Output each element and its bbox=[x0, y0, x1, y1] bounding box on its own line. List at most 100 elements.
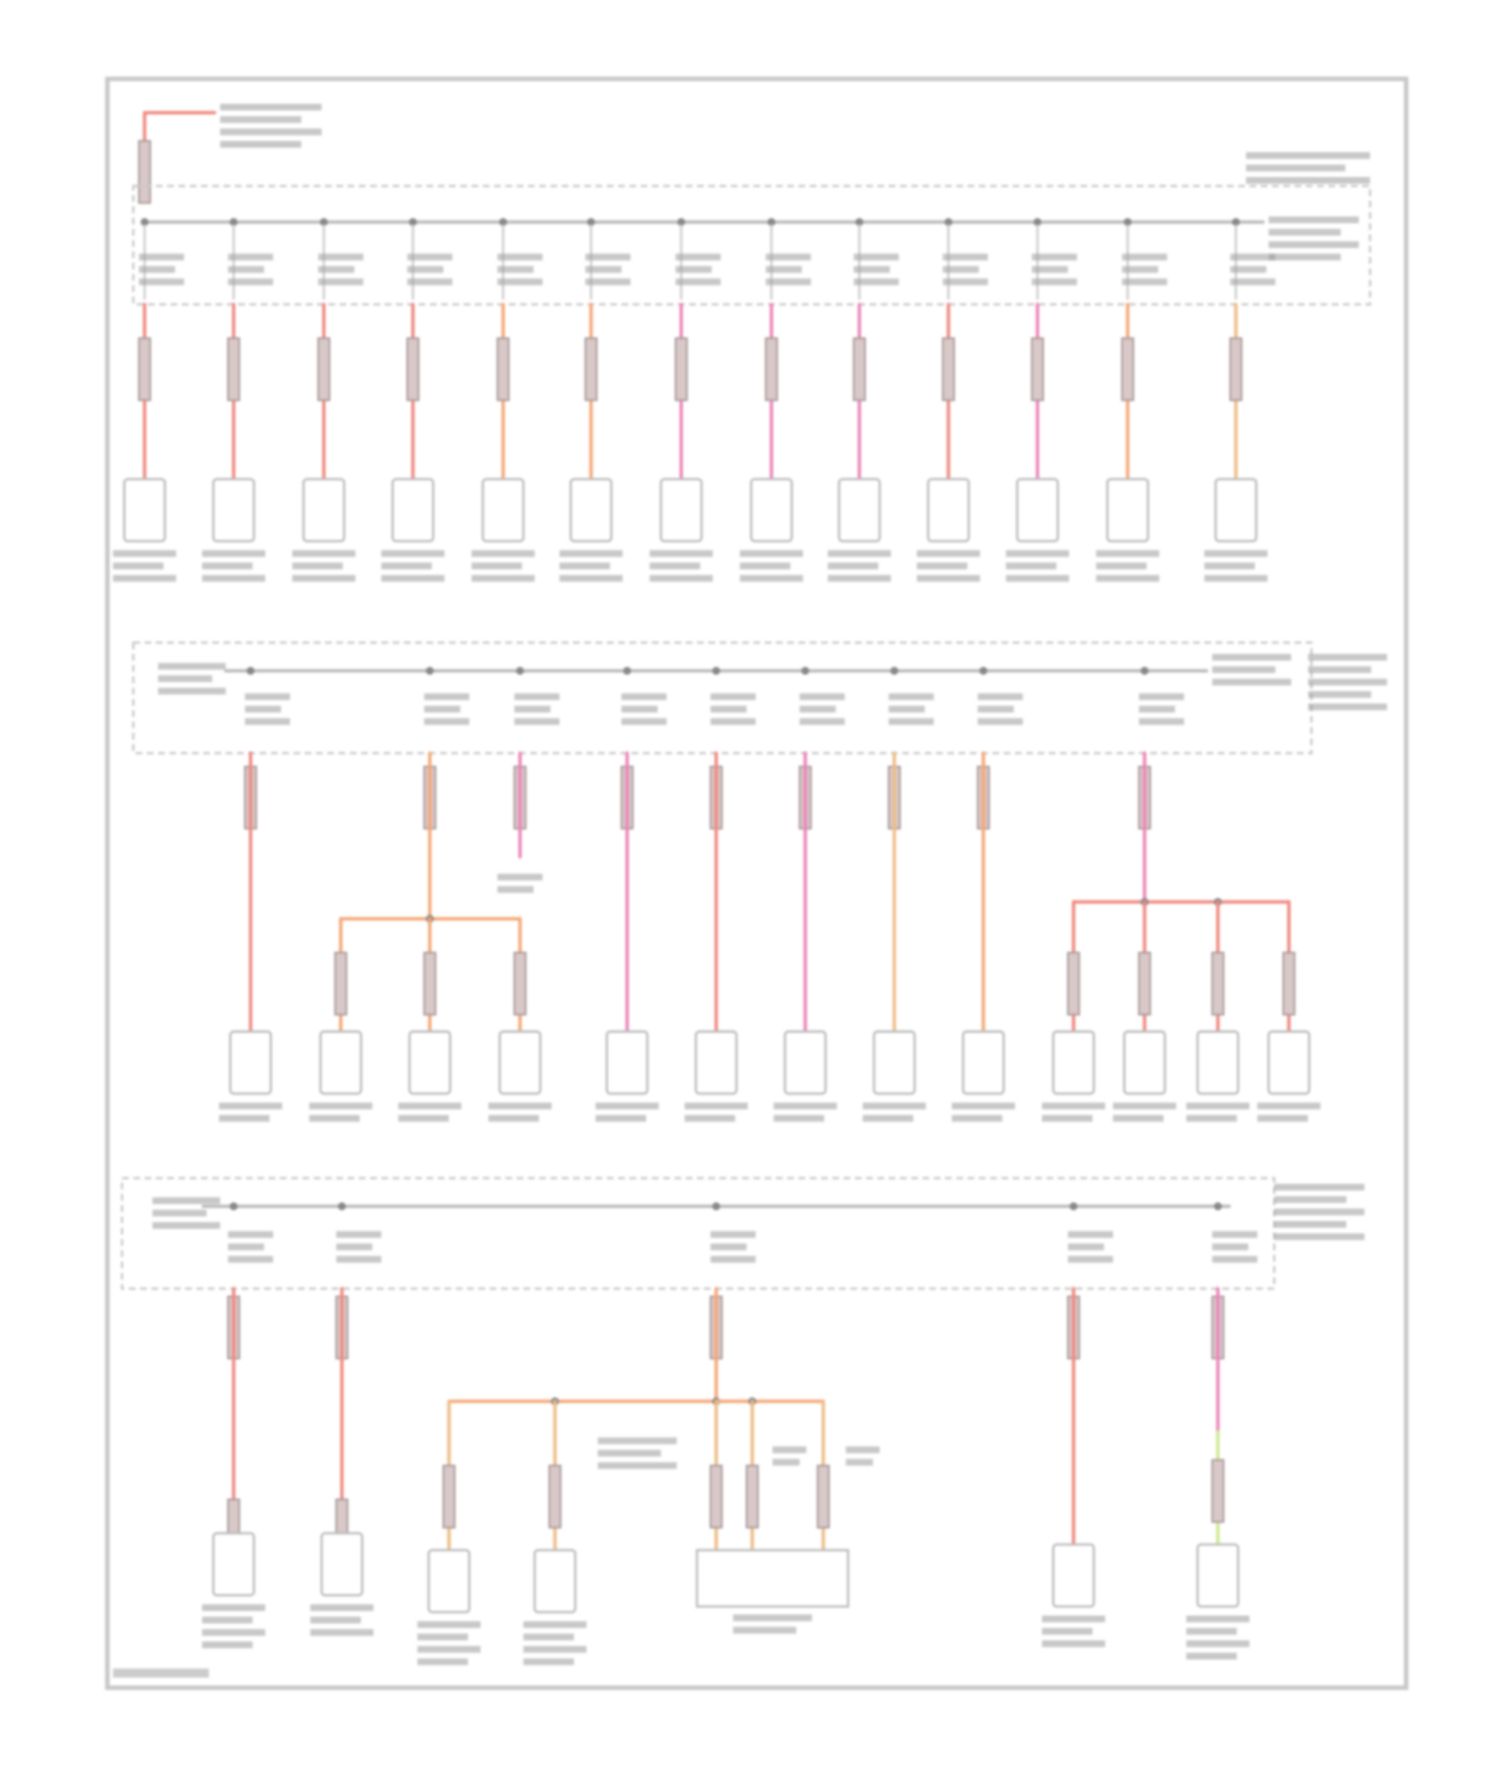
blurred-label bbox=[1212, 1255, 1258, 1263]
component-box bbox=[1106, 478, 1150, 543]
blurred-label bbox=[523, 1658, 574, 1666]
blurred-label bbox=[219, 1114, 270, 1122]
component-box bbox=[695, 1549, 850, 1608]
blurred-label bbox=[1308, 666, 1372, 674]
blurred-label bbox=[827, 562, 879, 570]
blurred-label bbox=[888, 718, 934, 725]
blurred-label bbox=[1005, 550, 1070, 557]
component-box bbox=[319, 1030, 363, 1095]
component-box bbox=[481, 478, 525, 543]
blurred-label bbox=[827, 550, 891, 557]
connector-icon bbox=[764, 337, 778, 402]
blurred-label bbox=[1122, 278, 1168, 286]
splice-dot bbox=[1140, 666, 1149, 675]
splice-dot bbox=[855, 218, 864, 227]
component-box bbox=[320, 1532, 364, 1597]
blurred-label bbox=[417, 1645, 481, 1653]
blurred-label bbox=[684, 1114, 736, 1122]
splice-dot bbox=[229, 1202, 238, 1211]
blurred-label bbox=[417, 1658, 468, 1666]
blurred-label bbox=[1186, 1652, 1237, 1660]
component-box bbox=[1123, 1030, 1167, 1095]
splice-dot bbox=[979, 666, 988, 675]
blurred-label bbox=[916, 550, 980, 557]
blurred-label bbox=[407, 278, 453, 286]
connector-icon bbox=[423, 951, 437, 1016]
blurred-label bbox=[853, 278, 899, 286]
connector-icon bbox=[1211, 951, 1225, 1016]
blurred-label bbox=[710, 1231, 756, 1238]
connector-icon bbox=[1138, 951, 1152, 1016]
blurred-label bbox=[799, 693, 845, 701]
blurred-label bbox=[202, 1641, 253, 1649]
blurred-label bbox=[799, 705, 836, 713]
blurred-label bbox=[1041, 1640, 1106, 1648]
blurred-label bbox=[1096, 562, 1147, 570]
blurred-label bbox=[336, 1231, 382, 1238]
blurred-label bbox=[585, 278, 631, 286]
component-box bbox=[123, 478, 167, 543]
connector-icon bbox=[1211, 1459, 1225, 1523]
blurred-label bbox=[1274, 1208, 1365, 1216]
blurred-label bbox=[113, 550, 177, 557]
blurred-label bbox=[1041, 1627, 1093, 1635]
blurred-label bbox=[916, 562, 968, 570]
blurred-label bbox=[1041, 1102, 1106, 1110]
blurred-label bbox=[559, 562, 610, 570]
blurred-label bbox=[597, 1449, 661, 1457]
blurred-label bbox=[202, 1604, 266, 1612]
connector-icon bbox=[1121, 337, 1135, 402]
component-box bbox=[1016, 478, 1059, 543]
blurred-label bbox=[977, 718, 1023, 725]
blurred-label bbox=[310, 1616, 361, 1624]
blurred-label bbox=[336, 1243, 373, 1251]
blurred-label bbox=[523, 1645, 587, 1653]
blurred-label bbox=[497, 278, 543, 286]
blurred-label bbox=[853, 253, 899, 261]
blurred-label bbox=[407, 253, 453, 261]
blurred-label bbox=[1122, 266, 1159, 273]
page-frame bbox=[105, 76, 1409, 1690]
blurred-label bbox=[158, 687, 226, 695]
blurred-label bbox=[381, 562, 432, 570]
blurred-label bbox=[1268, 216, 1359, 224]
blurred-label bbox=[228, 1243, 265, 1251]
blurred-label bbox=[1122, 253, 1168, 261]
blurred-label bbox=[1274, 1220, 1347, 1228]
blurred-label bbox=[739, 550, 803, 557]
blurred-label bbox=[1257, 1102, 1321, 1110]
blurred-label bbox=[951, 1102, 1015, 1110]
splice-dot bbox=[944, 218, 953, 227]
blurred-label bbox=[585, 253, 631, 261]
blurred-label bbox=[942, 253, 988, 261]
connector-icon bbox=[227, 337, 241, 402]
blurred-label bbox=[424, 705, 461, 713]
blurred-label bbox=[951, 1114, 1003, 1122]
blurred-label bbox=[309, 1114, 360, 1122]
blurred-label bbox=[1308, 703, 1387, 711]
blurred-label bbox=[1212, 1231, 1258, 1238]
component-box bbox=[498, 1030, 542, 1095]
blurred-label bbox=[202, 574, 266, 582]
blurred-label bbox=[942, 266, 979, 273]
connector-icon bbox=[548, 1464, 562, 1529]
blurred-label bbox=[244, 705, 282, 713]
component-box bbox=[533, 1549, 577, 1614]
blurred-label bbox=[158, 662, 226, 670]
component-box bbox=[408, 1030, 452, 1095]
blurred-label bbox=[228, 1255, 274, 1263]
blurred-label bbox=[710, 1255, 756, 1263]
blurred-label bbox=[710, 1243, 747, 1251]
blurred-label bbox=[152, 1209, 207, 1217]
blurred-label bbox=[220, 103, 322, 111]
connector-icon bbox=[496, 337, 510, 402]
splice-dot bbox=[677, 218, 686, 227]
component-box bbox=[1196, 1543, 1240, 1608]
component-box bbox=[783, 1030, 827, 1095]
blurred-label bbox=[649, 562, 701, 570]
blurred-label bbox=[621, 705, 658, 713]
blurred-label bbox=[1268, 253, 1341, 261]
connector-icon bbox=[334, 951, 348, 1016]
blurred-label bbox=[523, 1621, 587, 1628]
blurred-label bbox=[138, 253, 185, 261]
